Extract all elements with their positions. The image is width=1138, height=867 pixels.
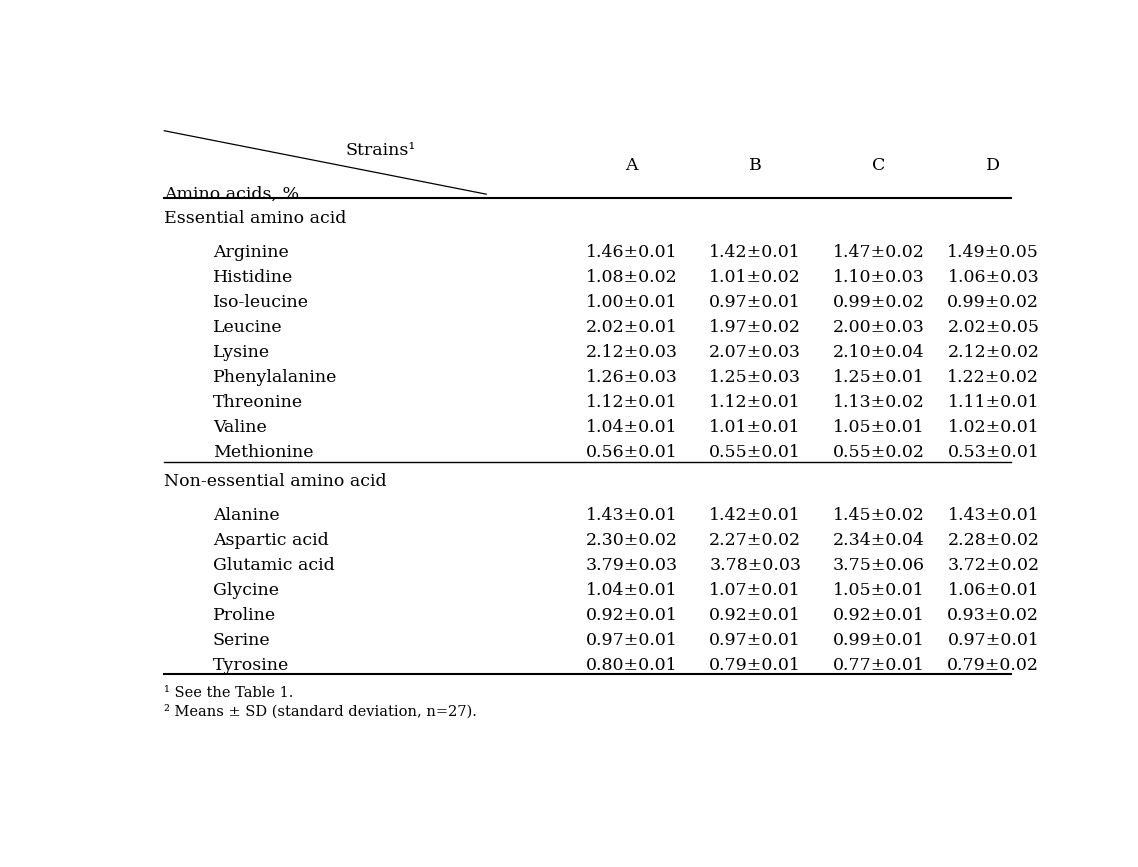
Text: 1.43±0.01: 1.43±0.01 — [586, 507, 677, 524]
Text: 0.99±0.02: 0.99±0.02 — [833, 294, 925, 311]
Text: 2.30±0.02: 2.30±0.02 — [586, 532, 678, 549]
Text: 1.97±0.02: 1.97±0.02 — [709, 319, 801, 336]
Text: 1.01±0.01: 1.01±0.01 — [709, 420, 801, 436]
Text: 3.72±0.02: 3.72±0.02 — [947, 557, 1039, 574]
Text: 1.07±0.01: 1.07±0.01 — [709, 582, 801, 599]
Text: 0.92±0.01: 0.92±0.01 — [586, 607, 677, 624]
Text: 2.12±0.03: 2.12±0.03 — [586, 344, 678, 362]
Text: 1.02±0.01: 1.02±0.01 — [948, 420, 1039, 436]
Text: 0.92±0.01: 0.92±0.01 — [709, 607, 801, 624]
Text: 0.93±0.02: 0.93±0.02 — [947, 607, 1039, 624]
Text: 1.05±0.01: 1.05±0.01 — [833, 582, 924, 599]
Text: 2.12±0.02: 2.12±0.02 — [947, 344, 1039, 362]
Text: 0.79±0.01: 0.79±0.01 — [709, 657, 801, 675]
Text: 2.07±0.03: 2.07±0.03 — [709, 344, 801, 362]
Text: Aspartic acid: Aspartic acid — [213, 532, 329, 549]
Text: 1.12±0.01: 1.12±0.01 — [586, 394, 677, 411]
Text: 2.28±0.02: 2.28±0.02 — [947, 532, 1039, 549]
Text: 1.47±0.02: 1.47±0.02 — [833, 244, 924, 261]
Text: 1.42±0.01: 1.42±0.01 — [709, 507, 801, 524]
Text: Valine: Valine — [213, 420, 266, 436]
Text: 1.06±0.03: 1.06±0.03 — [948, 269, 1039, 286]
Text: 0.55±0.02: 0.55±0.02 — [833, 445, 925, 461]
Text: 2.34±0.04: 2.34±0.04 — [833, 532, 924, 549]
Text: Proline: Proline — [213, 607, 275, 624]
Text: Amino acids, %: Amino acids, % — [164, 186, 299, 203]
Text: 0.56±0.01: 0.56±0.01 — [586, 445, 677, 461]
Text: 1.42±0.01: 1.42±0.01 — [709, 244, 801, 261]
Text: 1.11±0.01: 1.11±0.01 — [948, 394, 1039, 411]
Text: 1.26±0.03: 1.26±0.03 — [586, 369, 677, 387]
Text: 0.97±0.01: 0.97±0.01 — [948, 632, 1039, 649]
Text: Lysine: Lysine — [213, 344, 270, 362]
Text: 2.02±0.05: 2.02±0.05 — [947, 319, 1039, 336]
Text: ² Means ± SD (standard deviation, n=27).: ² Means ± SD (standard deviation, n=27). — [164, 705, 477, 719]
Text: 1.45±0.02: 1.45±0.02 — [833, 507, 924, 524]
Text: 0.55±0.01: 0.55±0.01 — [709, 445, 801, 461]
Text: 0.99±0.01: 0.99±0.01 — [833, 632, 924, 649]
Text: D: D — [987, 157, 1000, 174]
Text: Iso-leucine: Iso-leucine — [213, 294, 308, 311]
Text: 1.10±0.03: 1.10±0.03 — [833, 269, 924, 286]
Text: 0.80±0.01: 0.80±0.01 — [586, 657, 677, 675]
Text: Non-essential amino acid: Non-essential amino acid — [164, 473, 387, 490]
Text: 1.05±0.01: 1.05±0.01 — [833, 420, 924, 436]
Text: 0.97±0.01: 0.97±0.01 — [709, 632, 801, 649]
Text: Arginine: Arginine — [213, 244, 289, 261]
Text: 0.77±0.01: 0.77±0.01 — [833, 657, 924, 675]
Text: 1.43±0.01: 1.43±0.01 — [948, 507, 1039, 524]
Text: Histidine: Histidine — [213, 269, 294, 286]
Text: 1.49±0.05: 1.49±0.05 — [948, 244, 1039, 261]
Text: A: A — [626, 157, 638, 174]
Text: 1.00±0.01: 1.00±0.01 — [586, 294, 677, 311]
Text: 2.02±0.01: 2.02±0.01 — [586, 319, 677, 336]
Text: 2.10±0.04: 2.10±0.04 — [833, 344, 924, 362]
Text: 3.78±0.03: 3.78±0.03 — [709, 557, 801, 574]
Text: 0.79±0.02: 0.79±0.02 — [947, 657, 1039, 675]
Text: 1.04±0.01: 1.04±0.01 — [586, 420, 677, 436]
Text: Alanine: Alanine — [213, 507, 280, 524]
Text: 0.92±0.01: 0.92±0.01 — [833, 607, 924, 624]
Text: 1.08±0.02: 1.08±0.02 — [586, 269, 677, 286]
Text: C: C — [872, 157, 885, 174]
Text: 0.97±0.01: 0.97±0.01 — [586, 632, 677, 649]
Text: Glutamic acid: Glutamic acid — [213, 557, 335, 574]
Text: 3.79±0.03: 3.79±0.03 — [586, 557, 678, 574]
Text: Essential amino acid: Essential amino acid — [164, 211, 347, 227]
Text: Methionine: Methionine — [213, 445, 313, 461]
Text: 0.97±0.01: 0.97±0.01 — [709, 294, 801, 311]
Text: 2.27±0.02: 2.27±0.02 — [709, 532, 801, 549]
Text: Phenylalanine: Phenylalanine — [213, 369, 337, 387]
Text: 1.25±0.03: 1.25±0.03 — [709, 369, 801, 387]
Text: 1.04±0.01: 1.04±0.01 — [586, 582, 677, 599]
Text: 0.53±0.01: 0.53±0.01 — [948, 445, 1039, 461]
Text: 1.12±0.01: 1.12±0.01 — [709, 394, 801, 411]
Text: Threonine: Threonine — [213, 394, 303, 411]
Text: Strains¹: Strains¹ — [345, 142, 415, 159]
Text: 1.46±0.01: 1.46±0.01 — [586, 244, 677, 261]
Text: 1.06±0.01: 1.06±0.01 — [948, 582, 1039, 599]
Text: Serine: Serine — [213, 632, 271, 649]
Text: 3.75±0.06: 3.75±0.06 — [833, 557, 925, 574]
Text: Tyrosine: Tyrosine — [213, 657, 289, 675]
Text: Leucine: Leucine — [213, 319, 282, 336]
Text: 1.01±0.02: 1.01±0.02 — [709, 269, 801, 286]
Text: B: B — [749, 157, 761, 174]
Text: 1.13±0.02: 1.13±0.02 — [833, 394, 924, 411]
Text: 1.22±0.02: 1.22±0.02 — [947, 369, 1039, 387]
Text: 1.25±0.01: 1.25±0.01 — [833, 369, 924, 387]
Text: 2.00±0.03: 2.00±0.03 — [833, 319, 924, 336]
Text: ¹ See the Table 1.: ¹ See the Table 1. — [164, 686, 294, 701]
Text: Glycine: Glycine — [213, 582, 279, 599]
Text: 0.99±0.02: 0.99±0.02 — [947, 294, 1039, 311]
